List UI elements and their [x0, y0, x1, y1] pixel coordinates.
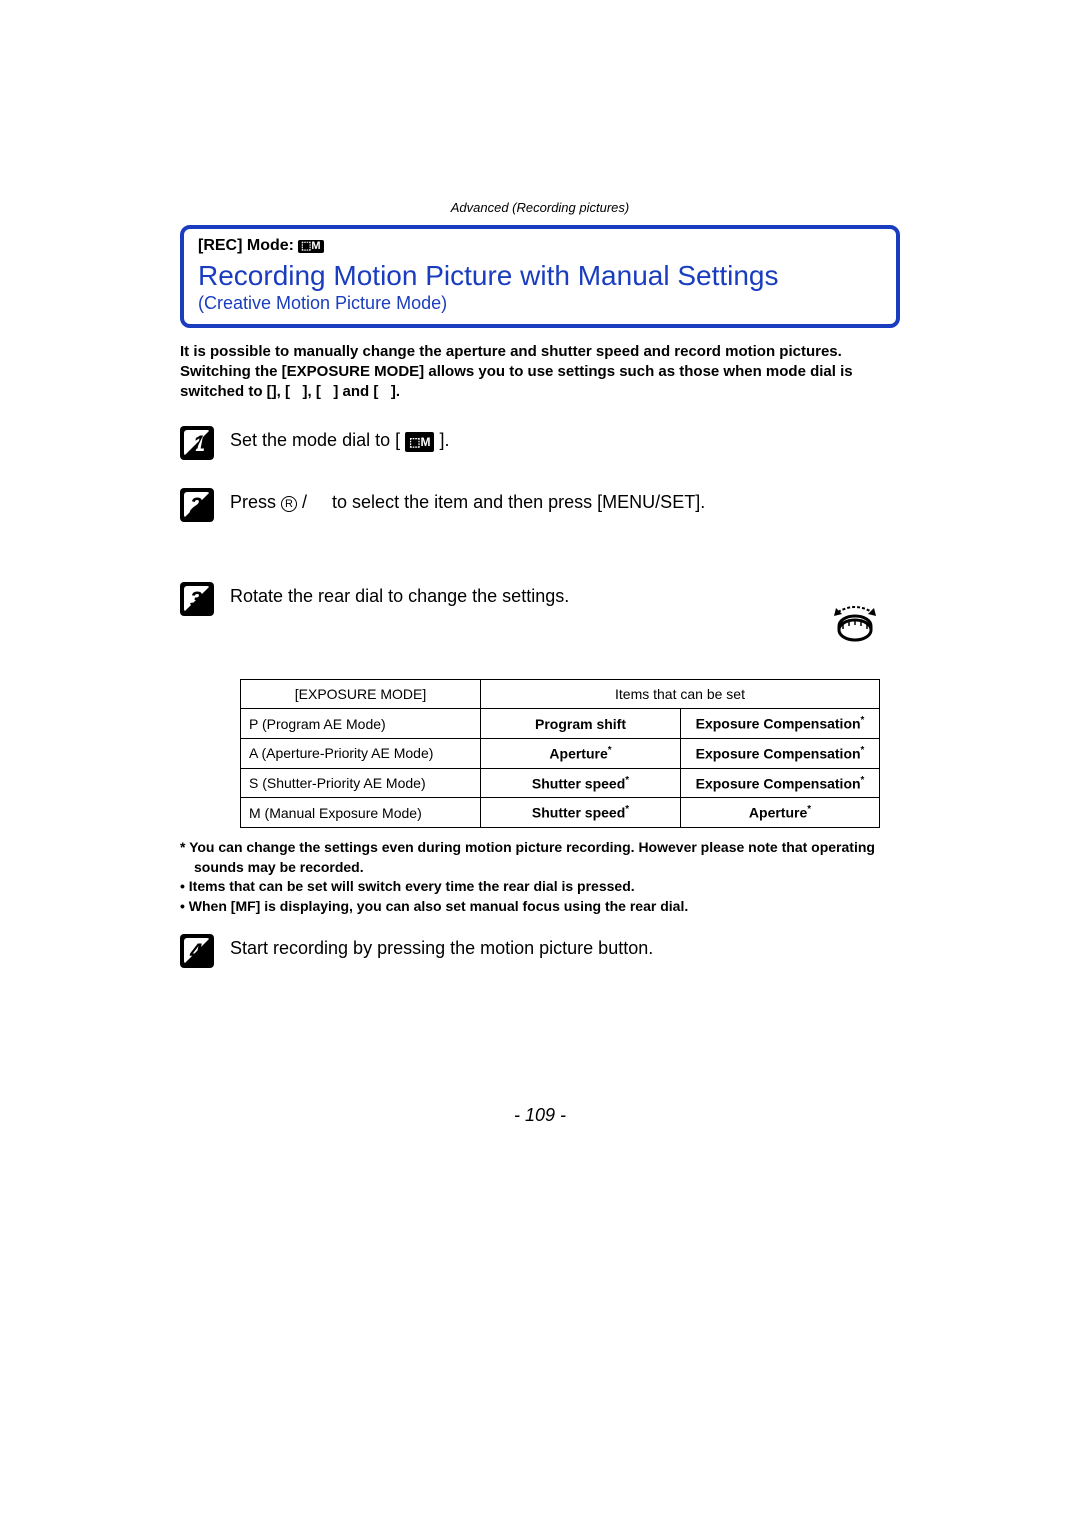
mode-dial-icon: ⬚M [405, 432, 434, 452]
table-cell: M (Manual Exposure Mode) [241, 798, 481, 828]
table-cell: P (Program AE Mode) [241, 709, 481, 739]
step-1: 1 1 Set the mode dial to [ ⬚M ]. [180, 426, 900, 460]
table-cell: Program shift [481, 709, 681, 739]
step-4: 4 Start recording by pressing the motion… [180, 934, 900, 968]
page-title: Recording Motion Picture with Manual Set… [198, 259, 882, 293]
circled-r-icon: R [281, 496, 297, 512]
intro-text: It is possible to manually change the ap… [180, 342, 900, 403]
step-2-text-a: Press [230, 492, 281, 512]
step-1-text: Set the mode dial to [ ⬚M ]. [230, 426, 450, 452]
rec-mode-row: [REC] Mode: ⬚M [198, 237, 882, 255]
table-cell: Aperture* [481, 739, 681, 769]
table-cell: Exposure Compensation* [681, 768, 880, 798]
header-caption: Advanced (Recording pictures) [180, 200, 900, 215]
step-2-text-b: / to select the item and then press [MEN… [302, 492, 705, 512]
dial-icon-wrap [180, 604, 880, 649]
note-2: • Items that can be set will switch ever… [180, 877, 900, 897]
exposure-mode-table: [EXPOSURE MODE] Items that can be set P … [240, 679, 880, 828]
step-number-1-icon: 1 1 [180, 426, 214, 460]
step-2-text: Press R / to select the item and then pr… [230, 488, 705, 514]
table-header-2: Items that can be set [481, 680, 880, 709]
svg-text:4: 4 [189, 939, 202, 964]
table-cell: Exposure Compensation* [681, 739, 880, 769]
table-row: A (Aperture-Priority AE Mode) Aperture* … [241, 739, 880, 769]
step-4-text: Start recording by pressing the motion p… [230, 934, 653, 960]
table-row: P (Program AE Mode) Program shift Exposu… [241, 709, 880, 739]
table-header-row: [EXPOSURE MODE] Items that can be set [241, 680, 880, 709]
step-1-text-a: Set the mode dial to [ [230, 430, 400, 450]
step-number-3-icon: 3 [180, 582, 214, 616]
rec-mode-icon: ⬚M [298, 240, 324, 253]
table-row: S (Shutter-Priority AE Mode) Shutter spe… [241, 768, 880, 798]
step-number-4-icon: 4 [180, 934, 214, 968]
table-cell: Exposure Compensation* [681, 709, 880, 739]
rec-mode-label: [REC] Mode: [198, 237, 294, 255]
step-1-text-b: ]. [439, 430, 449, 450]
title-box: [REC] Mode: ⬚M Recording Motion Picture … [180, 225, 900, 328]
table-cell: S (Shutter-Priority AE Mode) [241, 768, 481, 798]
step-number-2-icon: 2 [180, 488, 214, 522]
note-3: • When [MF] is displaying, you can also … [180, 897, 900, 917]
table-header-1: [EXPOSURE MODE] [241, 680, 481, 709]
svg-text:2: 2 [189, 493, 203, 518]
page-number: - 109 - [0, 1105, 1080, 1126]
rotate-dial-icon [830, 604, 880, 644]
note-1: * You can change the settings even durin… [180, 838, 900, 877]
table-cell: Aperture* [681, 798, 880, 828]
table-cell: A (Aperture-Priority AE Mode) [241, 739, 481, 769]
notes-block: * You can change the settings even durin… [180, 838, 900, 916]
step-2: 2 Press R / to select the item and then … [180, 488, 900, 522]
table-row: M (Manual Exposure Mode) Shutter speed* … [241, 798, 880, 828]
table-cell: Shutter speed* [481, 798, 681, 828]
page-subtitle: (Creative Motion Picture Mode) [198, 293, 882, 314]
step-3-text: Rotate the rear dial to change the setti… [230, 582, 569, 608]
svg-text:3: 3 [190, 587, 202, 612]
table-cell: Shutter speed* [481, 768, 681, 798]
